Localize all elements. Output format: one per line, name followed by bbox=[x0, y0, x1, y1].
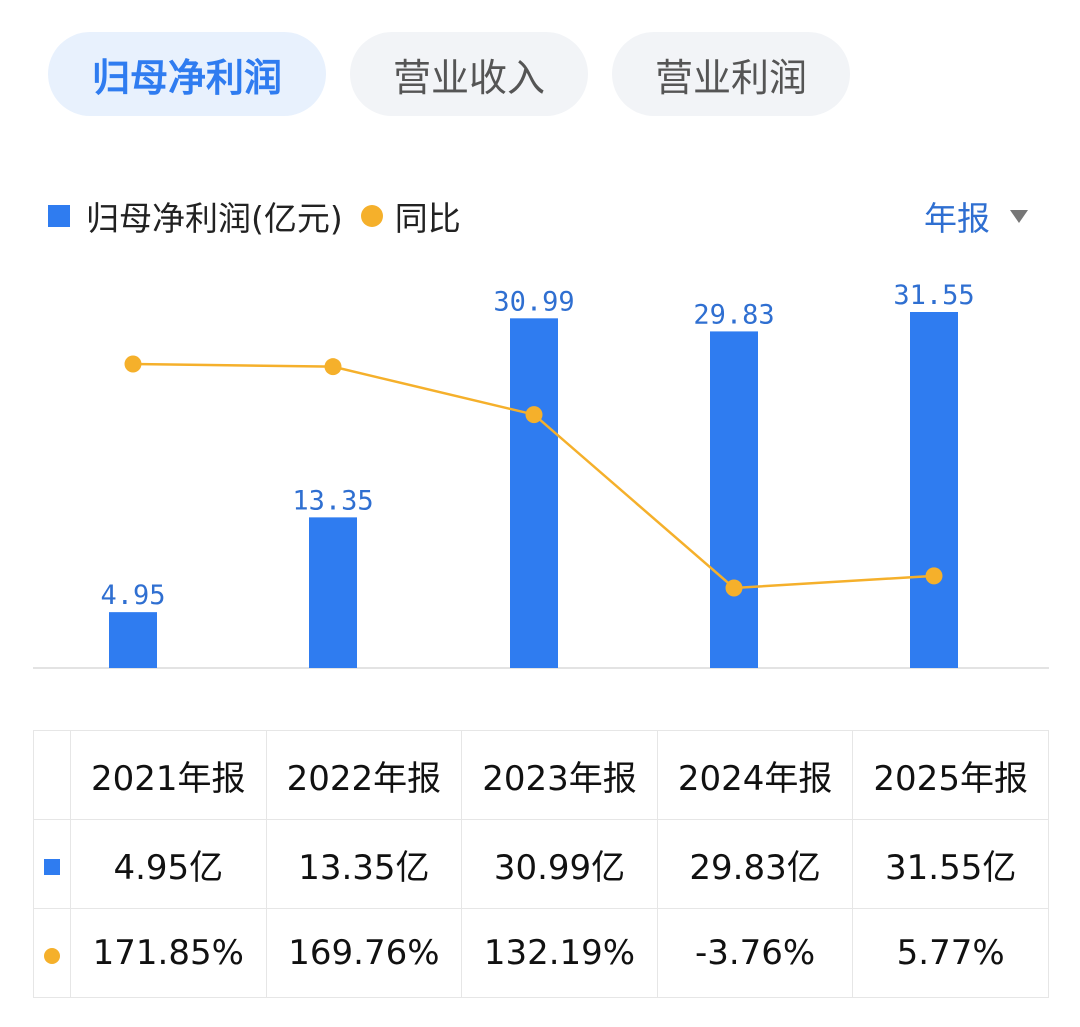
bar-value-label: 29.83 bbox=[693, 299, 774, 330]
yoy-marker-cell bbox=[33, 908, 71, 998]
table-header-cell: 2023年报 bbox=[461, 730, 658, 820]
square-marker-icon bbox=[44, 859, 60, 875]
tab-net-profit[interactable]: 归母净利润 bbox=[48, 32, 326, 116]
bar-2023年报 bbox=[510, 318, 558, 668]
bar-value-label: 31.55 bbox=[893, 280, 974, 311]
yoy-point-2022年报 bbox=[324, 358, 342, 376]
table-cell: -3.76% bbox=[656, 908, 854, 998]
table-header-cell: 2025年报 bbox=[852, 730, 1049, 820]
table-cell: 5.77% bbox=[852, 908, 1049, 998]
chart-legend: 归母净利润(亿元) 同比 bbox=[48, 192, 461, 240]
table-header-cell: 2024年报 bbox=[656, 730, 854, 820]
dot-marker-icon bbox=[44, 948, 60, 964]
table-cell: 30.99亿 bbox=[461, 819, 658, 909]
yoy-point-2023年报 bbox=[525, 406, 543, 424]
table-cell: 13.35亿 bbox=[265, 819, 463, 909]
table-header-cell: 2022年报 bbox=[265, 730, 463, 820]
yoy-point-2025年报 bbox=[925, 567, 943, 585]
tab-operating-profit[interactable]: 营业利润 bbox=[612, 32, 850, 116]
period-selector[interactable]: 年报 bbox=[924, 192, 1028, 240]
line-legend-swatch bbox=[360, 205, 383, 227]
line-legend-label: 同比 bbox=[394, 199, 461, 238]
bar-2022年报 bbox=[309, 517, 357, 668]
tab-bar: 归母净利润 营业收入 营业利润 bbox=[48, 32, 850, 116]
data-table: 2021年报 2022年报 2023年报 2024年报 2025年报 4.95亿… bbox=[33, 730, 1049, 998]
yoy-point-2021年报 bbox=[124, 355, 142, 373]
caret-down-icon bbox=[1010, 209, 1028, 223]
table-cell: 171.85% bbox=[70, 908, 267, 998]
table-cell: 4.95亿 bbox=[70, 819, 267, 909]
bar-2021年报 bbox=[109, 612, 157, 668]
bar-legend-swatch bbox=[48, 205, 70, 227]
table-cell: 132.19% bbox=[461, 908, 658, 998]
profit-chart: 4.95 13.35 30.99 29.83 31.55 bbox=[33, 280, 1049, 669]
table-cell: 29.83亿 bbox=[656, 819, 854, 909]
yoy-point-2024年报 bbox=[725, 579, 743, 597]
table-corner-cell bbox=[33, 730, 71, 820]
table-header-row: 2021年报 2022年报 2023年报 2024年报 2025年报 bbox=[33, 730, 1049, 820]
period-selector-label: 年报 bbox=[924, 199, 990, 238]
table-row-yoy: 171.85% 169.76% 132.19% -3.76% 5.77% bbox=[33, 908, 1049, 998]
bar-value-label: 13.35 bbox=[292, 485, 373, 516]
net-profit-marker-cell bbox=[33, 819, 71, 909]
bar-2024年报 bbox=[710, 331, 758, 668]
tab-revenue[interactable]: 营业收入 bbox=[350, 32, 588, 116]
bar-value-label: 4.95 bbox=[100, 580, 165, 611]
bar-2025年报 bbox=[910, 312, 958, 668]
table-cell: 31.55亿 bbox=[852, 819, 1049, 909]
table-header-cell: 2021年报 bbox=[70, 730, 267, 820]
table-cell: 169.76% bbox=[265, 908, 463, 998]
table-row-net-profit: 4.95亿 13.35亿 30.99亿 29.83亿 31.55亿 bbox=[33, 819, 1049, 909]
bar-legend-label: 归母净利润(亿元) bbox=[86, 199, 343, 238]
bar-value-label: 30.99 bbox=[493, 286, 574, 317]
